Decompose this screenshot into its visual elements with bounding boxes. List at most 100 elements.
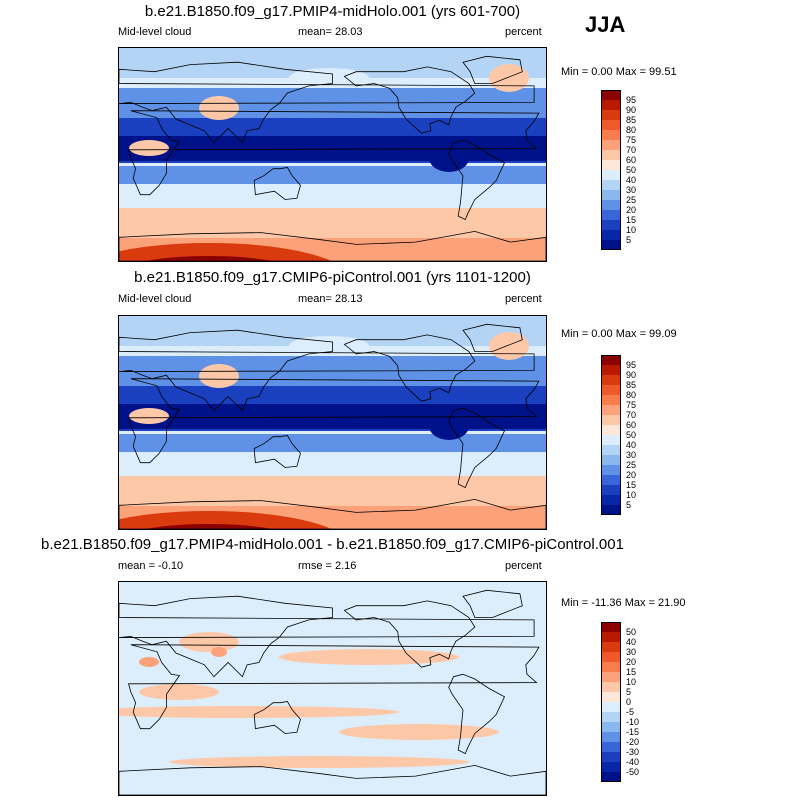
colorbar-swatch: [601, 682, 621, 692]
units-label: percent: [505, 560, 542, 572]
colorbar-tick-label: 95: [626, 360, 637, 370]
min-max-label: Min = 0.00 Max = 99.51: [561, 66, 677, 78]
mean-label: mean= 28.13: [298, 293, 363, 305]
panel-title: b.e21.B1850.f09_g17.PMIP4-midHolo.001 - …: [41, 536, 624, 553]
season-label: JJA: [585, 12, 626, 37]
colorbar-swatch: [601, 692, 621, 702]
colorbar-swatch: [601, 415, 621, 425]
colorbar-tick-label: 10: [626, 677, 637, 687]
colorbar-tick-label: 75: [626, 400, 637, 410]
colorbar-swatch: [601, 120, 621, 130]
colorbar-tick-label: 40: [626, 637, 637, 647]
colorbar-swatch: [601, 445, 621, 455]
colorbar-swatch: [601, 425, 621, 435]
rmse-label: rmse = 2.16: [298, 560, 357, 572]
colorbar-swatch: [601, 100, 621, 110]
colorbar-swatch: [601, 220, 621, 230]
map-panel: [118, 315, 547, 530]
colorbar-tick-label: 90: [626, 370, 637, 380]
colorbar-swatch: [601, 240, 621, 250]
colorbar-swatch: [601, 742, 621, 752]
contour-map: [119, 316, 546, 529]
colorbar-swatch: [601, 170, 621, 180]
colorbar-swatch: [601, 772, 621, 782]
colorbar-swatch: [601, 130, 621, 140]
mean-label: mean= 28.03: [298, 26, 363, 38]
colorbar-swatch: [601, 190, 621, 200]
colorbar-tick-label: 0: [626, 697, 632, 707]
units-label: percent: [505, 26, 542, 38]
colorbar-swatch: [601, 732, 621, 742]
colorbar-tick-label: 50: [626, 165, 637, 175]
colorbar-tick-label: 80: [626, 125, 637, 135]
panel-title: b.e21.B1850.f09_g17.PMIP4-midHolo.001 (y…: [144, 3, 521, 20]
contour-map: [119, 48, 546, 261]
colorbar-swatch: [601, 702, 621, 712]
colorbar-swatch: [601, 435, 621, 445]
colorbar-swatch: [601, 485, 621, 495]
colorbar-swatch: [601, 632, 621, 642]
colorbar-swatch: [601, 495, 621, 505]
colorbar-tick-label: -40: [626, 757, 640, 767]
colorbar-tick-label: 90: [626, 105, 637, 115]
colorbar-tick-label: 40: [626, 175, 637, 185]
units-label: percent: [505, 293, 542, 305]
colorbar-swatch: [601, 455, 621, 465]
colorbar-swatch: [601, 355, 621, 365]
colorbar-swatch: [601, 365, 621, 375]
map-panel: [118, 581, 547, 796]
colorbar-tick-label: 50: [626, 627, 637, 637]
colorbar-tick-label: -20: [626, 737, 640, 747]
min-max-label: Min = -11.36 Max = 21.90: [561, 597, 686, 609]
colorbar-swatch: [601, 465, 621, 475]
colorbar-tick-label: 80: [626, 390, 637, 400]
colorbar-swatch: [601, 375, 621, 385]
colorbar-tick-label: 30: [626, 647, 637, 657]
colorbar-tick-label: 5: [626, 235, 632, 245]
colorbar-tick-label: 5: [626, 500, 632, 510]
colorbar-tick-label: 70: [626, 145, 637, 155]
colorbar-swatch: [601, 642, 621, 652]
panel-title: b.e21.B1850.f09_g17.CMIP6-piControl.001 …: [134, 269, 531, 286]
colorbar-swatch: [601, 662, 621, 672]
colorbar-tick-label: 50: [626, 430, 637, 440]
colorbar-tick-label: 70: [626, 410, 637, 420]
colorbar-swatch: [601, 712, 621, 722]
colorbar-swatch: [601, 160, 621, 170]
colorbar-tick-label: 85: [626, 115, 637, 125]
colorbar-tick-label: 10: [626, 225, 637, 235]
colorbar-swatch: [601, 385, 621, 395]
colorbar-swatch: [601, 180, 621, 190]
colorbar-swatch: [601, 722, 621, 732]
colorbar-tick-label: 15: [626, 667, 637, 677]
contour-map: [119, 582, 546, 795]
colorbar-swatch: [601, 110, 621, 120]
colorbar-tick-label: 15: [626, 215, 637, 225]
colorbar-swatch: [601, 475, 621, 485]
colorbar-tick-label: 30: [626, 450, 637, 460]
colorbar-swatch: [601, 230, 621, 240]
colorbar-swatch: [601, 90, 621, 100]
colorbar-swatch: [601, 140, 621, 150]
colorbar-swatch: [601, 652, 621, 662]
colorbar-tick-label: 85: [626, 380, 637, 390]
colorbar-tick-label: 5: [626, 687, 632, 697]
colorbar-tick-label: -30: [626, 747, 640, 757]
min-max-label: Min = 0.00 Max = 99.09: [561, 328, 677, 340]
colorbar-swatch: [601, 200, 621, 210]
colorbar-tick-label: 15: [626, 480, 637, 490]
mean-label: mean = -0.10: [118, 560, 184, 572]
colorbar-tick-label: 75: [626, 135, 637, 145]
colorbar-tick-label: 95: [626, 95, 637, 105]
colorbar-tick-label: 10: [626, 490, 637, 500]
colorbar-swatch: [601, 672, 621, 682]
colorbar-tick-label: 25: [626, 460, 637, 470]
colorbar-tick-label: -10: [626, 717, 640, 727]
colorbar-tick-label: 60: [626, 155, 637, 165]
colorbar-swatch: [601, 150, 621, 160]
colorbar-tick-label: 20: [626, 205, 637, 215]
colorbar-swatch: [601, 505, 621, 515]
colorbar-tick-label: 20: [626, 470, 637, 480]
map-panel: [118, 47, 547, 262]
colorbar-swatch: [601, 405, 621, 415]
